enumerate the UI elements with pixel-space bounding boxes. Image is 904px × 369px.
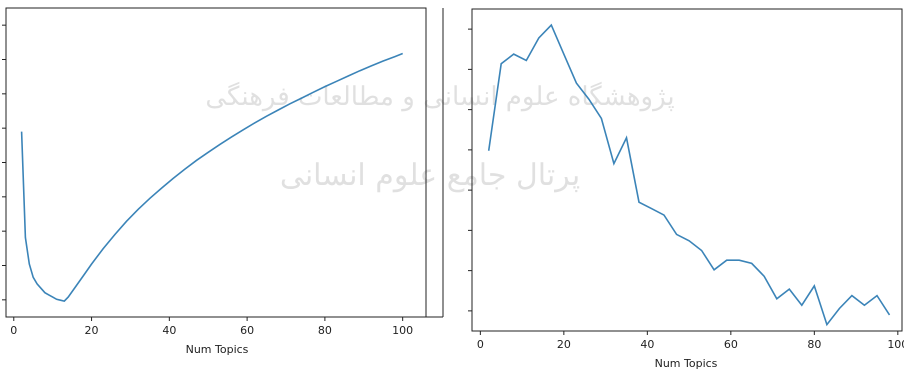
x-tick-label: 40 bbox=[162, 324, 176, 337]
watermark-line2: پژوهشگاه علوم انسانی و مطالعات فرهنگی bbox=[205, 81, 674, 112]
x-axis-label-left: Num Topics bbox=[186, 343, 249, 356]
x-tick-label: 0 bbox=[10, 324, 17, 337]
x-ticks-right: 0 20 40 60 80 100 bbox=[477, 331, 904, 351]
watermark: پژوهشگاه علوم انسانی و مطالعات فرهنگی پر… bbox=[205, 81, 674, 193]
x-tick-label: 20 bbox=[557, 338, 571, 351]
chart-right: 0 20 40 60 80 100 Num Topics bbox=[468, 8, 904, 369]
y-ticks-right bbox=[468, 28, 472, 312]
chart-left: 0 20 40 60 80 100 Num Topics bbox=[2, 7, 444, 356]
x-tick-label: 100 bbox=[887, 338, 904, 351]
watermark-line1: پرتال جامع علوم انسانی bbox=[280, 158, 580, 193]
x-tick-label: 40 bbox=[640, 338, 654, 351]
y-ticks-left bbox=[2, 24, 6, 301]
plot-frame-right bbox=[471, 8, 903, 332]
x-tick-label: 100 bbox=[392, 324, 413, 337]
x-tick-label: 60 bbox=[240, 324, 254, 337]
x-tick-label: 80 bbox=[807, 338, 821, 351]
x-axis-label-right: Num Topics bbox=[655, 357, 718, 369]
x-ticks-left: 0 20 40 60 80 100 bbox=[10, 317, 413, 337]
x-tick-label: 20 bbox=[85, 324, 99, 337]
x-tick-label: 60 bbox=[724, 338, 738, 351]
series-line-right bbox=[487, 23, 891, 327]
x-tick-label: 80 bbox=[318, 324, 332, 337]
series-line-left bbox=[20, 52, 403, 302]
x-tick-label: 0 bbox=[477, 338, 484, 351]
